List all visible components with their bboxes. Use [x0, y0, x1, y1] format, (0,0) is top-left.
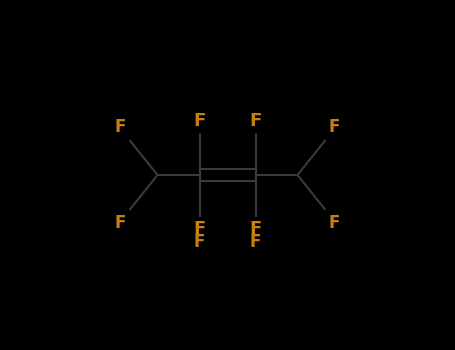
Text: F: F [193, 112, 206, 130]
Text: F: F [329, 214, 340, 231]
Text: F: F [115, 214, 126, 231]
Text: F: F [249, 220, 262, 238]
Text: F: F [193, 220, 206, 238]
Text: F: F [250, 233, 261, 251]
Text: F: F [249, 112, 262, 130]
Text: F: F [115, 119, 126, 136]
Text: F: F [329, 119, 340, 136]
Text: F: F [194, 233, 205, 251]
